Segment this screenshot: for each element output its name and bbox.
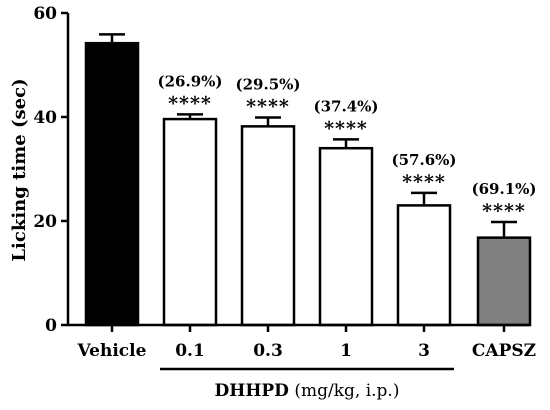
bar-3 — [318, 146, 374, 327]
significance-1: **** — [168, 92, 212, 114]
x-tick-label-0: Vehicle — [77, 341, 147, 361]
percent-label-5: (69.1%) — [472, 180, 537, 198]
group-label-drug: DHHPD — [215, 381, 290, 401]
x-tick-label-3: 1 — [340, 341, 352, 361]
bars: **** (26.9%) **** (29.5%) **** (37.4%) **** (57… — [84, 33, 537, 327]
y-tick-label-2: 40 — [33, 108, 57, 128]
significance-3: **** — [324, 117, 368, 139]
x-tick-label-4: 3 — [418, 341, 430, 361]
bar-4 — [396, 204, 452, 327]
group-label-unit: (mg/kg, i.p.) — [289, 381, 400, 401]
x-tick-label-2: 0.3 — [253, 341, 283, 361]
x-tick-label-5: CAPSZ — [472, 341, 536, 361]
y-tick-label-0: 0 — [45, 316, 57, 336]
bar-1 — [162, 117, 218, 327]
percent-label-4: (57.6%) — [392, 151, 457, 169]
percent-label-2: (29.5%) — [236, 76, 301, 94]
percent-label-3: (37.4%) — [314, 97, 379, 115]
group-label: DHHPD (mg/kg, i.p.) — [215, 381, 400, 401]
x-tick-label-1: 0.1 — [175, 341, 205, 361]
bar-5 — [476, 236, 532, 327]
significance-4: **** — [402, 171, 446, 193]
bar-2 — [240, 125, 296, 327]
y-axis-label: Licking time (sec) — [9, 78, 30, 261]
y-axis: 0 20 40 60 — [33, 4, 70, 336]
significance-5: **** — [482, 200, 526, 222]
dose-group: DHHPD (mg/kg, i.p.) — [160, 367, 454, 401]
y-tick-label-1: 20 — [33, 212, 57, 232]
bar-0 — [84, 41, 140, 327]
x-axis: Vehicle 0.1 0.3 1 3 CAPSZ — [67, 323, 536, 361]
percent-label-1: (26.9%) — [158, 72, 223, 90]
significance-2: **** — [246, 96, 290, 118]
y-tick-label-3: 60 — [33, 4, 57, 24]
